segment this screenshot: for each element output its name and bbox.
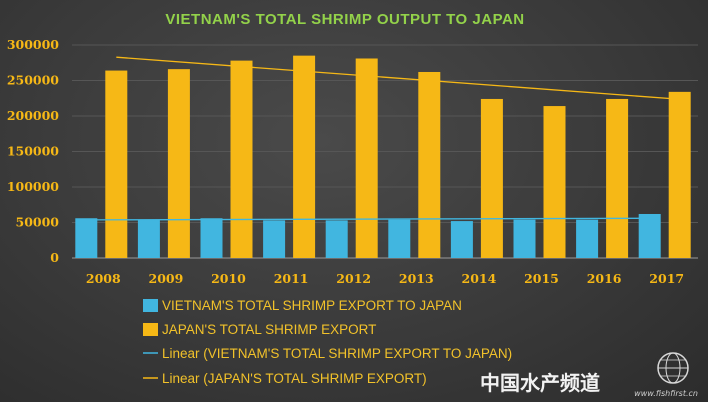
x-tick-label: 2009 <box>149 271 184 286</box>
y-tick-label: 50000 <box>16 215 60 230</box>
bar-vietnam <box>388 219 411 258</box>
bar-japan <box>167 69 190 258</box>
y-tick-label: 250000 <box>7 73 59 88</box>
bar-japan <box>230 60 253 259</box>
bar-vietnam <box>450 221 473 258</box>
trendline <box>86 217 650 221</box>
y-tick-label: 300000 <box>7 37 59 52</box>
x-tick-label: 2013 <box>399 271 434 286</box>
bar-japan <box>543 106 566 258</box>
x-tick-label: 2011 <box>274 271 309 286</box>
bar-japan <box>606 98 629 259</box>
bar-vietnam <box>638 213 661 258</box>
watermark-url: www.fishfirst.cn <box>634 389 698 398</box>
bar-vietnam <box>576 219 599 258</box>
x-tick-label: 2017 <box>649 271 684 286</box>
x-axis-ticks: 2008 2009 2010 2011 2012 2013 2014 2015 2016 2017 <box>86 271 684 286</box>
bar-japan <box>105 70 128 258</box>
watermark-logo: 中国水产频道 <box>480 371 600 395</box>
y-axis-ticks: 300000 250000 200000 150000 100000 50000 0 <box>7 37 59 265</box>
legend: VIETNAM'S TOTAL SHRIMP EXPORT TO JAPAN JA… <box>143 298 512 386</box>
globe-icon <box>657 352 689 384</box>
watermark: 中国水产频道 www.fishfirst.cn <box>480 352 698 398</box>
bar-japan <box>480 98 503 259</box>
bar-vietnam <box>200 218 223 258</box>
bar-japan <box>418 71 441 258</box>
x-tick-label: 2015 <box>524 271 559 286</box>
bar-vietnam <box>137 219 160 258</box>
chart-title: VIETNAM'S TOTAL SHRIMP OUTPUT TO JAPAN <box>165 11 524 28</box>
bar-vietnam <box>75 218 98 258</box>
y-tick-label: 150000 <box>7 144 59 159</box>
legend-label: VIETNAM'S TOTAL SHRIMP EXPORT TO JAPAN <box>162 298 462 313</box>
bar-vietnam <box>325 220 348 258</box>
bar-japan <box>668 91 691 258</box>
legend-swatch <box>143 323 158 336</box>
bar-japan <box>293 55 316 259</box>
legend-label: JAPAN'S TOTAL SHRIMP EXPORT <box>162 322 376 337</box>
bars <box>75 55 691 259</box>
legend-label: Linear (VIETNAM'S TOTAL SHRIMP EXPORT TO… <box>162 346 512 361</box>
y-tick-label: 100000 <box>7 179 59 194</box>
y-tick-label: 0 <box>50 250 59 265</box>
trendline <box>116 56 680 100</box>
trendlines <box>86 56 680 221</box>
bar-vietnam <box>513 219 536 258</box>
x-tick-label: 2010 <box>211 271 246 286</box>
legend-label: Linear (JAPAN'S TOTAL SHRIMP EXPORT) <box>162 371 427 386</box>
legend-swatch <box>143 299 158 312</box>
y-tick-label: 200000 <box>7 108 59 123</box>
x-tick-label: 2014 <box>462 271 497 286</box>
x-tick-label: 2012 <box>336 271 371 286</box>
x-tick-label: 2008 <box>86 271 121 286</box>
x-tick-label: 2016 <box>587 271 622 286</box>
bar-japan <box>355 58 378 258</box>
bar-vietnam <box>263 220 286 258</box>
